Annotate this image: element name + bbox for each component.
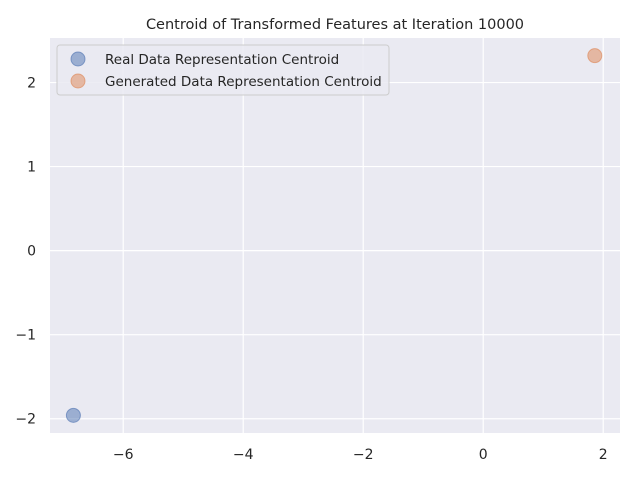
- chart-title: Centroid of Transformed Features at Iter…: [146, 17, 524, 33]
- legend-label: Generated Data Representation Centroid: [105, 74, 382, 90]
- x-tick-label: −6: [113, 447, 134, 463]
- y-tick-label: 2: [27, 76, 36, 92]
- grid: [50, 38, 620, 433]
- y-tick-label: 1: [27, 160, 36, 176]
- x-tick-label: −2: [353, 447, 374, 463]
- data-point: [65, 407, 81, 423]
- x-tick-label: 2: [599, 447, 608, 463]
- legend-box: [56, 44, 390, 96]
- legend-marker: [70, 51, 86, 67]
- legend-marker: [70, 73, 86, 89]
- legend: Real Data Representation Centroid Generat…: [56, 44, 390, 96]
- tick-labels: −6 −4 −2 0 2 −2 −1 0 1 2: [15, 76, 607, 463]
- data-points: [65, 48, 603, 423]
- data-point: [587, 48, 603, 64]
- x-tick-label: 0: [479, 447, 488, 463]
- y-tick-label: 0: [27, 244, 36, 260]
- legend-label: Real Data Representation Centroid: [105, 52, 339, 68]
- plot-background: [50, 38, 620, 433]
- y-tick-label: −2: [15, 412, 36, 428]
- x-tick-label: −4: [233, 447, 254, 463]
- y-tick-label: −1: [15, 328, 36, 344]
